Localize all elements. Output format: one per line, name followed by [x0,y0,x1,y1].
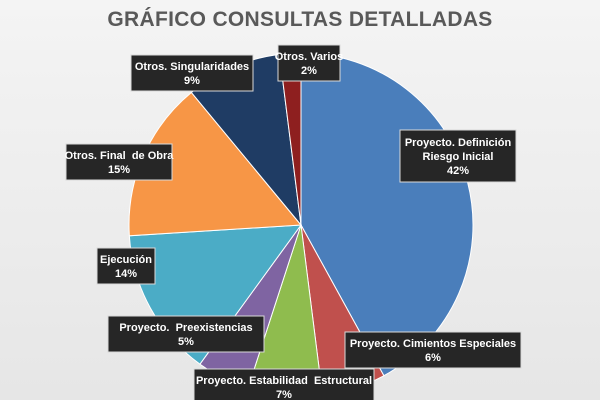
data-label-value: 2% [301,65,317,77]
data-label-box [96,247,156,285]
data-label-category: Riesgo Inicial [423,151,494,163]
data-label-box [130,54,254,92]
data-label: Proyecto. Cimientos Especiales 6% [344,331,522,369]
data-label-category: Ejecución [100,254,152,266]
data-label-category: Proyecto. Estabilidad Estructural [196,375,372,387]
data-label-category: Otros. Varios [275,51,343,63]
data-label-box [344,331,522,369]
data-label: Otros. Final de Obra 15% [65,143,175,181]
data-label-value: 42% [447,165,469,177]
data-label-box [193,368,375,400]
data-label: Proyecto. Preexistencias 5% [107,315,265,353]
data-label-value: 14% [115,268,137,280]
data-label: Proyecto. Definición Riesgo Inicial 42% [399,129,517,183]
data-label-box [277,44,341,82]
data-label: Otros. Singularidades 9% [130,54,254,92]
data-label: Otros. Varios 2% [275,44,343,82]
data-label-box [65,143,173,181]
data-label: Proyecto. Estabilidad Estructural 7% [193,368,375,400]
data-label-category: Proyecto. Cimientos Especiales [350,338,516,350]
data-label-category: Proyecto. Definición [405,137,512,149]
data-label-value: 5% [178,336,194,348]
data-label-box [399,129,517,183]
chart-title: GRÁFICO CONSULTAS DETALLADAS [107,8,493,31]
data-label-value: 7% [276,389,292,400]
data-label-category: Otros. Singularidades [135,61,249,73]
data-label-category: Proyecto. Preexistencias [119,322,252,334]
data-label-value: 15% [108,164,130,176]
data-label-value: 9% [184,75,200,87]
data-label-value: 6% [425,352,441,364]
data-label-category: Otros. Final de Obra [65,150,175,162]
data-label: Ejecución 14% [96,247,156,285]
data-label-box [107,315,265,353]
